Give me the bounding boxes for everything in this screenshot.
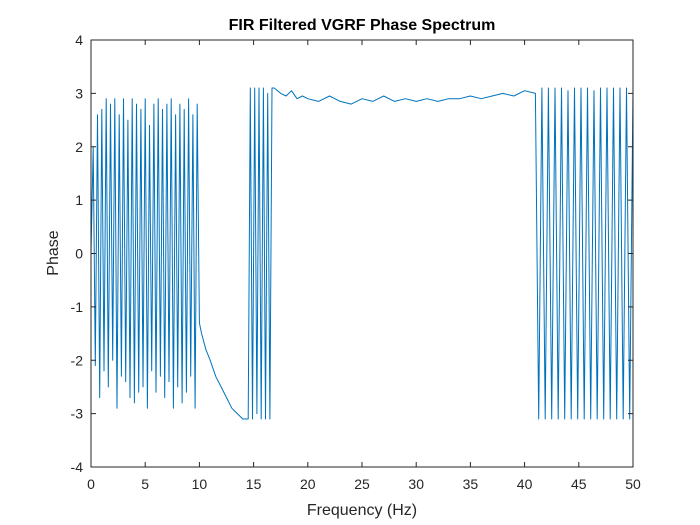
y-tick-label: 2 xyxy=(75,139,83,155)
x-tick-label: 30 xyxy=(408,476,424,492)
x-tick-label: 20 xyxy=(300,476,316,492)
series-line xyxy=(90,87,634,420)
y-tick-label: 1 xyxy=(75,192,83,208)
y-tick-label: 3 xyxy=(75,85,83,101)
chart-title: FIR Filtered VGRF Phase Spectrum xyxy=(229,17,496,34)
y-axis-ticks: 4 3 2 1 0 -1 -2 -3 -4 xyxy=(71,32,633,475)
axes-box xyxy=(90,39,634,468)
y-tick-label: -4 xyxy=(71,459,84,475)
series-layer xyxy=(90,87,634,420)
x-tick-label: 15 xyxy=(246,476,262,492)
x-axis-label: Frequency (Hz) xyxy=(307,502,417,519)
x-tick-label: 45 xyxy=(571,476,587,492)
y-tick-label: 0 xyxy=(75,246,83,262)
x-tick-label: 0 xyxy=(87,476,95,492)
x-tick-label: 50 xyxy=(625,476,641,492)
y-axis-label: Phase xyxy=(45,230,62,275)
y-tick-label: -1 xyxy=(71,299,84,315)
y-tick-label: -2 xyxy=(71,352,84,368)
x-axis-ticks: 0 5 10 15 20 25 30 35 40 45 50 xyxy=(87,40,641,492)
x-tick-label: 25 xyxy=(354,476,370,492)
x-tick-label: 35 xyxy=(463,476,479,492)
y-tick-label: -3 xyxy=(71,406,84,422)
x-tick-label: 40 xyxy=(517,476,533,492)
x-tick-label: 5 xyxy=(141,476,149,492)
x-tick-label: 10 xyxy=(192,476,208,492)
y-tick-label: 4 xyxy=(75,32,83,48)
